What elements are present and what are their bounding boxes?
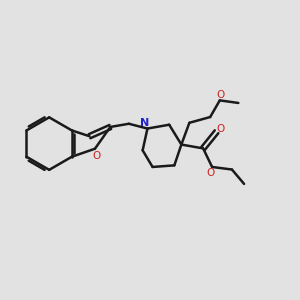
Text: O: O	[216, 124, 224, 134]
Text: O: O	[92, 151, 100, 161]
Text: N: N	[140, 118, 149, 128]
Text: O: O	[206, 168, 214, 178]
Text: O: O	[216, 90, 224, 100]
